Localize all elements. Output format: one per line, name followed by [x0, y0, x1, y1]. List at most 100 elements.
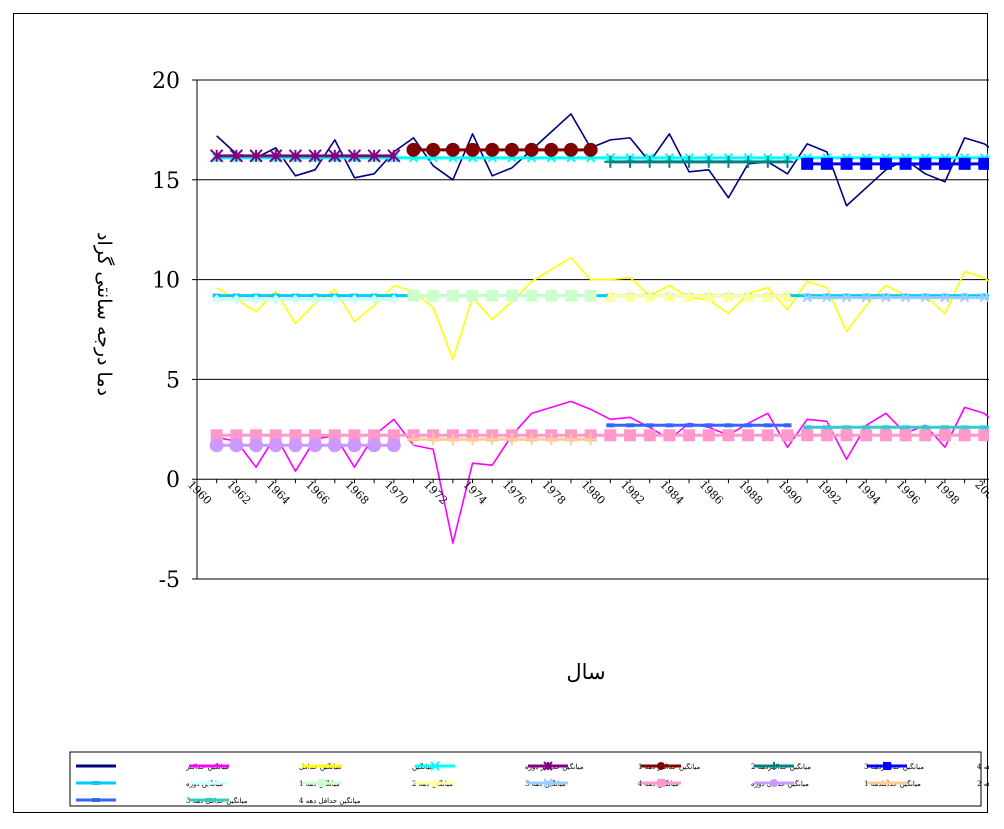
marker-square: [919, 157, 932, 170]
series-11: [407, 289, 597, 302]
series-2: [216, 400, 1004, 544]
marker-square: [250, 429, 263, 442]
y-tick-label: -5: [159, 568, 180, 593]
marker-circle: [465, 142, 480, 157]
series-15: [209, 438, 401, 453]
series-6: [406, 142, 598, 157]
x-tick-label: 1970: [382, 478, 411, 507]
marker-diamond: [388, 294, 399, 305]
marker-square: [663, 429, 676, 442]
marker-circle: [308, 438, 323, 453]
marker-bar: [704, 423, 713, 428]
marker-circle: [249, 438, 264, 453]
x-tick-label: 1994: [854, 478, 883, 507]
marker-x: [802, 292, 812, 303]
marker-circle: [504, 142, 519, 157]
marker-circle: [327, 438, 342, 453]
marker-square: [899, 429, 912, 442]
marker-square: [407, 289, 420, 302]
marker-square: [230, 429, 243, 442]
marker-bar: [803, 293, 812, 298]
chart-frame: 20 15 10 5 0 -5 1960 1962 1964 1966 1968 1970 1972 19…: [13, 13, 1004, 813]
marker-bar: [980, 425, 989, 430]
marker-triangle: [604, 289, 617, 302]
marker-bar: [783, 423, 792, 428]
legend-label: میانگین حداقل دهه 2: [977, 779, 989, 788]
marker-bar: [205, 798, 213, 802]
marker-triangle: [742, 289, 755, 302]
marker-diamond: [290, 294, 301, 305]
marker-circle: [347, 438, 362, 453]
marker-square: [820, 157, 833, 170]
marker-square: [657, 779, 665, 787]
marker-x: [430, 761, 440, 771]
marker-triangle: [683, 289, 696, 302]
marker-triangle: [702, 289, 715, 302]
marker-square: [938, 157, 951, 170]
marker-square: [604, 429, 617, 442]
marker-bar: [665, 423, 674, 428]
marker-square: [624, 429, 637, 442]
marker-bar: [901, 293, 910, 298]
series-line: [216, 113, 1004, 207]
marker-x: [979, 292, 990, 303]
marker-circle: [563, 142, 578, 157]
marker-square: [318, 779, 326, 787]
marker-circle: [406, 142, 421, 157]
marker-square: [938, 429, 951, 442]
marker-square: [840, 429, 853, 442]
marker-x: [822, 292, 832, 303]
marker-diamond: [270, 294, 281, 305]
series-3: [216, 256, 1004, 361]
marker-bar: [980, 293, 989, 298]
marker-square: [879, 429, 892, 442]
x-tick-label: 1978: [539, 478, 568, 507]
marker-bar: [763, 423, 772, 428]
marker-bar: [862, 293, 871, 298]
y-tick-label: 15: [152, 169, 180, 194]
marker-circle: [209, 438, 224, 453]
series-line: [216, 256, 1004, 361]
marker-triangle: [761, 289, 774, 302]
series-1: [216, 113, 1004, 207]
x-tick-label: 1968: [342, 478, 371, 507]
y-tick-label: 20: [152, 69, 180, 94]
series-14: [210, 429, 1004, 442]
marker-bar: [842, 293, 851, 298]
marker-square: [643, 429, 656, 442]
x-tick-label: 1972: [421, 478, 450, 507]
series-16: [407, 433, 597, 446]
marker-bar: [940, 293, 949, 298]
x-tick-label: 1984: [657, 478, 686, 507]
marker-bar: [921, 425, 930, 430]
legend-box: [69, 751, 982, 807]
x-tick-label: 1980: [579, 478, 608, 507]
marker-square: [269, 429, 282, 442]
marker-square: [387, 429, 400, 442]
legend-label: میانگین حداکثردهه 4: [977, 762, 989, 771]
marker-square: [742, 429, 755, 442]
x-tick-label: 2000: [972, 478, 989, 507]
marker-square: [978, 429, 991, 442]
marker-square: [683, 429, 696, 442]
x-tick-label: 1996: [894, 478, 923, 507]
x-tick-label: 1982: [618, 478, 647, 507]
marker-square: [584, 289, 597, 302]
marker-square: [801, 429, 814, 442]
marker-bar: [960, 293, 969, 298]
marker-circle: [367, 438, 382, 453]
marker-square: [840, 157, 853, 170]
y-axis-label: دما درجه سانتی گراد: [93, 232, 116, 396]
x-tick-label: 1998: [933, 478, 962, 507]
x-tick-label: 1988: [736, 478, 765, 507]
x-tick-label: 1960: [185, 478, 214, 507]
marker-bar: [724, 423, 733, 428]
marker-square: [722, 429, 735, 442]
marker-square: [289, 429, 302, 442]
series-line: [216, 400, 1004, 544]
legend-item: میانگین حداقل دهه 4: [189, 796, 361, 805]
marker-triangle: [781, 289, 794, 302]
marker-square: [210, 429, 223, 442]
marker-square: [368, 429, 381, 442]
x-tick-label: 1966: [303, 478, 332, 507]
